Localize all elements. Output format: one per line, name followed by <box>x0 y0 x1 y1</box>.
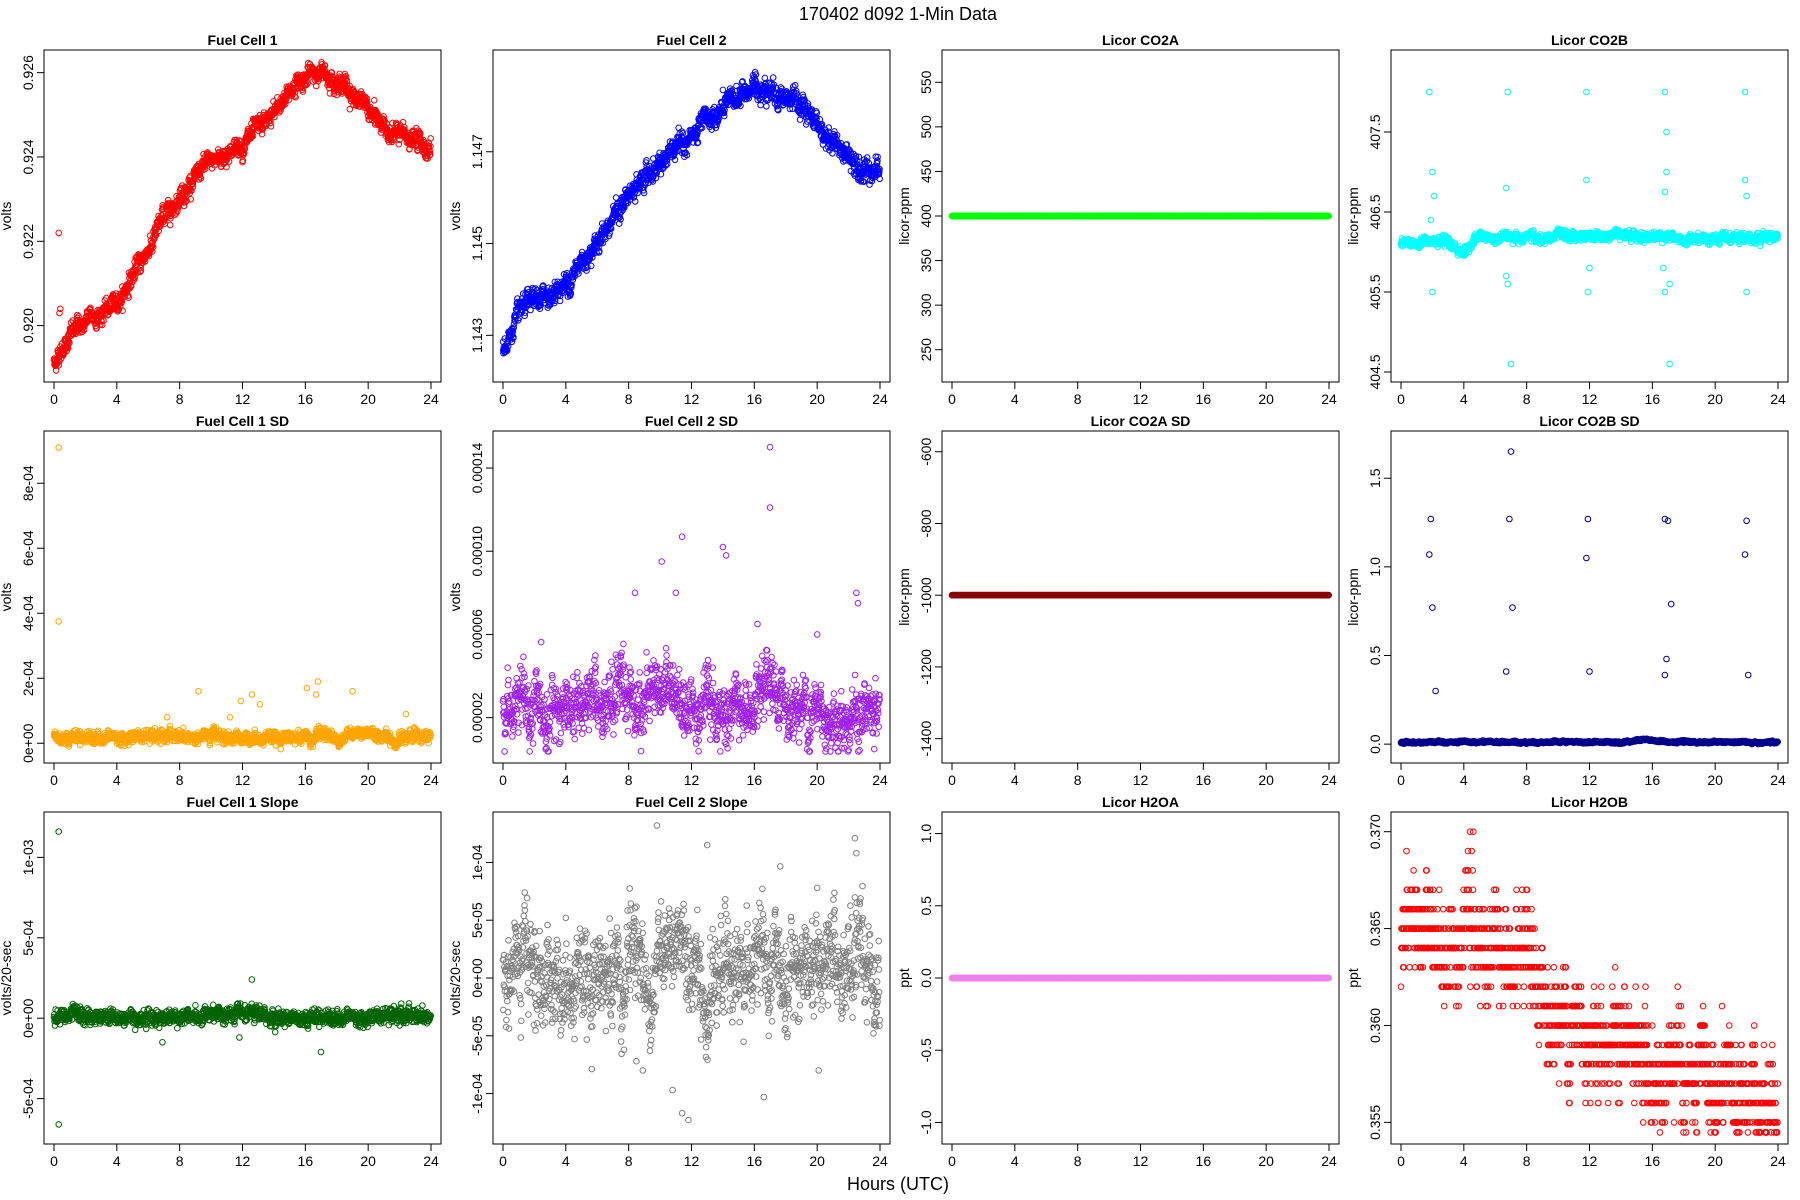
data-point <box>76 329 83 336</box>
x-tick-label: 24 <box>423 391 439 407</box>
y-tick-label: 406.5 <box>1367 194 1383 229</box>
data-point <box>131 274 139 281</box>
y-tick-label: 405.5 <box>1367 274 1383 309</box>
data-point <box>55 362 63 369</box>
panels-grid: Fuel Cell 1 0 4 8 12 16 20 24 0.920 0.922 0.924 0.9… <box>0 32 1789 1169</box>
y-tick-label: 400 <box>918 204 934 228</box>
data-point <box>119 307 126 315</box>
y-tick-label: 500 <box>918 115 934 139</box>
x-tick-label: 16 <box>1196 391 1212 407</box>
x-tick-label: 20 <box>1707 391 1723 407</box>
y-tick-label: 1.143 <box>469 318 485 353</box>
y-tick-label: 450 <box>918 160 934 184</box>
x-tick-label: 12 <box>235 391 251 407</box>
data-point <box>136 268 144 276</box>
x-tick-label: 4 <box>1460 391 1468 407</box>
x-tick-label: 0 <box>499 391 507 407</box>
y-tick-label: 0.924 <box>20 139 36 174</box>
y-tick-label: 0.926 <box>20 55 36 90</box>
x-tick-label: 4 <box>113 391 121 407</box>
y-axis-label-fc2: volts <box>447 202 463 231</box>
x-tick-label: 0 <box>948 391 956 407</box>
data-point <box>93 325 100 332</box>
data-point <box>70 330 77 338</box>
x-tick-label: 16 <box>298 391 314 407</box>
data-point <box>100 317 107 325</box>
y-tick-label: 550 <box>918 70 934 94</box>
y-axis-label-co2a: licor-ppm <box>896 187 912 245</box>
x-tick-label: 16 <box>1645 391 1661 407</box>
x-tick-label: 20 <box>809 391 825 407</box>
x-tick-label: 12 <box>684 391 700 407</box>
data-point <box>66 339 73 347</box>
y-tick-label: 350 <box>918 249 934 273</box>
data-point <box>104 311 112 318</box>
x-tick-label: 24 <box>1770 391 1786 407</box>
data-points-co2a <box>948 212 1332 220</box>
x-tick-label: 8 <box>1523 391 1531 407</box>
x-tick-label: 24 <box>1321 391 1337 407</box>
y-tick-label: 300 <box>918 293 934 317</box>
panel-title-fc2: Fuel Cell 2 <box>656 32 726 48</box>
y-tick-label: 0.920 <box>20 308 36 343</box>
data-point <box>127 283 135 290</box>
panel-title-co2a: Licor CO2A <box>1102 32 1179 48</box>
data-point <box>72 330 79 338</box>
x-tick-label: 16 <box>747 391 763 407</box>
data-points-fc1 <box>50 59 435 374</box>
x-tick-label: 20 <box>1258 391 1274 407</box>
x-axis-label: Hours (UTC) <box>847 1174 949 1194</box>
y-tick-label: 1.145 <box>469 226 485 261</box>
x-tick-label: 8 <box>176 391 184 407</box>
y-tick-label: 407.5 <box>1367 114 1383 149</box>
data-point <box>132 267 140 275</box>
y-tick-label: 1.147 <box>469 134 485 169</box>
data-point <box>137 267 145 275</box>
data-point <box>141 258 149 265</box>
panel-fc1: Fuel Cell 1 0 4 8 12 16 20 24 0.920 0.922 0.924 0.9… <box>0 32 442 407</box>
panel-title-fc1: Fuel Cell 1 <box>207 32 277 48</box>
x-tick-label: 24 <box>872 391 888 407</box>
y-tick-label: 250 <box>918 338 934 362</box>
x-tick-label: 4 <box>562 391 570 407</box>
data-point <box>112 290 120 297</box>
x-tick-label: 8 <box>625 391 633 407</box>
x-tick-label: 0 <box>50 391 58 407</box>
data-point <box>125 294 132 301</box>
data-point <box>98 321 106 329</box>
figure-title: 170402 d092 1-Min Data <box>799 4 998 24</box>
data-point <box>134 269 141 276</box>
y-tick-label: 404.5 <box>1367 354 1383 389</box>
y-axis-label-fc1: volts <box>0 202 14 231</box>
x-tick-label: 8 <box>1074 391 1082 407</box>
panel-title-co2b: Licor CO2B <box>1551 32 1628 48</box>
data-point <box>121 293 128 300</box>
x-tick-label: 4 <box>1011 391 1019 407</box>
x-tick-label: 20 <box>360 391 376 407</box>
y-tick-label: 0.922 <box>20 224 36 259</box>
x-tick-label: 0 <box>1397 391 1405 407</box>
x-tick-label: 12 <box>1582 391 1598 407</box>
y-axis-label-co2b: licor-ppm <box>1345 187 1361 245</box>
x-tick-label: 12 <box>1133 391 1149 407</box>
